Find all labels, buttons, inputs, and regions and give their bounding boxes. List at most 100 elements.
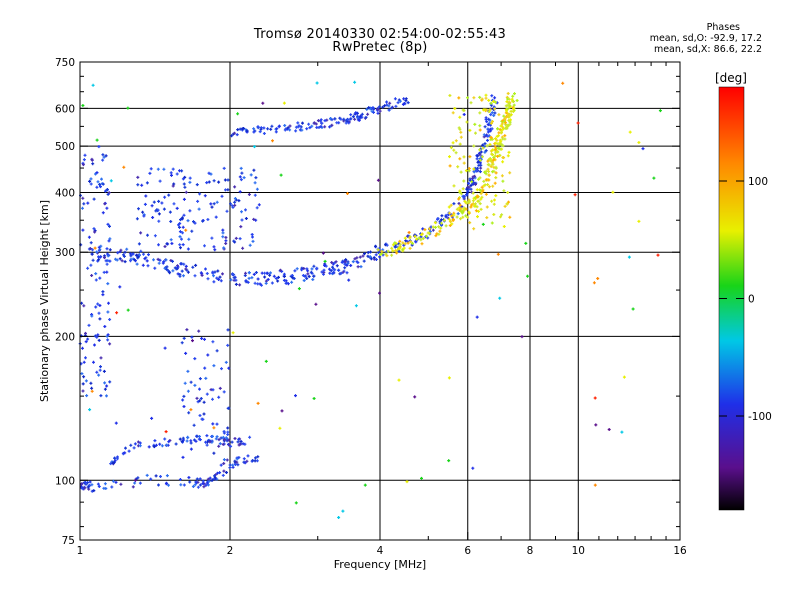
echo-point	[164, 430, 168, 434]
echo-point	[229, 444, 233, 448]
echo-point	[330, 261, 334, 264]
echo-point	[96, 482, 100, 486]
echo-point	[204, 376, 208, 380]
echo-point	[437, 225, 441, 229]
echo-point	[244, 217, 248, 220]
echo-point	[86, 266, 90, 270]
echo-point	[108, 224, 111, 228]
echo-point	[262, 126, 266, 130]
echo-point	[385, 100, 389, 104]
echo-point	[360, 112, 364, 116]
echo-point	[526, 274, 529, 278]
echo-point	[485, 144, 489, 148]
echo-point	[496, 142, 500, 146]
echo-point	[252, 130, 256, 134]
echo-point	[222, 166, 226, 170]
echo-point	[451, 141, 455, 145]
echo-point	[620, 430, 624, 434]
echo-point	[484, 192, 488, 196]
echo-point	[211, 270, 215, 274]
echo-point	[180, 262, 184, 266]
echo-point	[492, 157, 496, 161]
echo-point	[138, 444, 142, 448]
echo-point	[153, 234, 157, 238]
echo-point	[181, 231, 184, 235]
echo-point	[89, 247, 92, 251]
echo-point	[266, 127, 270, 131]
echo-point	[218, 275, 222, 279]
echo-point	[182, 405, 186, 408]
echo-point	[330, 123, 334, 127]
echo-point	[194, 263, 198, 267]
echo-point	[234, 278, 238, 282]
y-tick-label: 400	[55, 187, 75, 199]
echo-point	[146, 264, 150, 268]
echo-point	[491, 148, 495, 152]
echo-point	[388, 101, 392, 105]
echo-point	[90, 314, 94, 318]
echo-point	[394, 249, 398, 252]
echo-point	[268, 273, 272, 277]
echo-point	[224, 360, 228, 364]
echo-point	[180, 217, 184, 221]
echo-point	[233, 197, 237, 200]
echo-point	[508, 215, 512, 219]
echo-point	[328, 125, 332, 129]
echo-point	[198, 192, 202, 196]
echo-point	[88, 179, 92, 183]
echo-point	[101, 182, 105, 186]
echo-point	[465, 187, 469, 191]
colorbar-tick-label: -100	[748, 411, 772, 423]
echo-point	[181, 455, 185, 459]
echo-point	[310, 124, 314, 128]
echo-point	[84, 356, 87, 360]
echo-point	[92, 197, 96, 201]
echo-point	[337, 516, 341, 519]
echo-point	[211, 397, 214, 401]
echo-point	[106, 282, 110, 286]
echo-point	[183, 381, 187, 385]
echo-point	[346, 260, 350, 264]
echo-point	[252, 127, 256, 131]
echo-point	[481, 143, 485, 147]
echo-point	[469, 187, 473, 191]
echo-point	[158, 442, 162, 446]
echo-point	[82, 202, 86, 206]
echo-point	[491, 170, 494, 174]
echo-point	[98, 276, 102, 280]
echo-point	[133, 442, 137, 446]
echo-point	[351, 115, 355, 119]
echo-point	[479, 197, 483, 201]
echo-point	[469, 205, 473, 209]
echo-point	[239, 440, 243, 443]
echo-point	[491, 184, 495, 188]
echo-point	[189, 380, 193, 384]
echo-point	[235, 460, 239, 464]
echo-point	[507, 102, 511, 105]
echo-point	[376, 111, 380, 115]
echo-point	[631, 307, 635, 311]
echo-point	[204, 267, 207, 271]
echo-point	[152, 444, 156, 448]
echo-point	[439, 226, 443, 230]
echo-point	[238, 283, 242, 287]
echo-point	[132, 258, 136, 262]
echo-point	[182, 483, 186, 487]
echo-point	[242, 176, 246, 180]
echo-point	[81, 206, 84, 210]
echo-point	[420, 233, 423, 237]
echo-point	[150, 204, 154, 208]
echo-point	[370, 109, 374, 113]
echo-point	[97, 145, 101, 149]
echo-point	[479, 207, 483, 211]
echo-point	[463, 199, 467, 203]
echo-point	[212, 274, 215, 278]
echo-point	[167, 483, 170, 487]
echo-point	[288, 124, 292, 128]
echo-point	[232, 239, 236, 243]
echo-point	[339, 271, 343, 275]
echo-point	[486, 163, 490, 167]
echo-point	[97, 249, 101, 252]
echo-point	[294, 129, 298, 133]
echo-point	[93, 343, 96, 347]
